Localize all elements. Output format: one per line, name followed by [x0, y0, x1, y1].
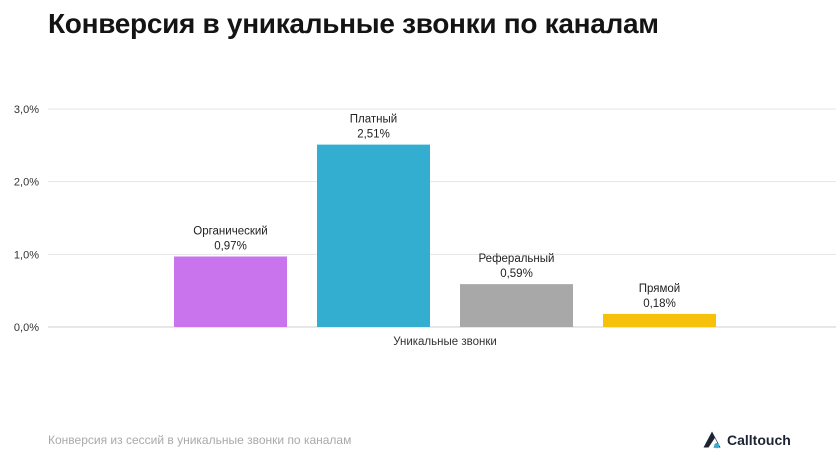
- bar-category-label: Прямой: [639, 283, 681, 295]
- brand-logo[interactable]: Calltouch: [703, 431, 791, 449]
- bar-category-label: Реферальный: [479, 253, 555, 265]
- chart-title: Конверсия в уникальные звонки по каналам: [48, 8, 659, 39]
- bar: [460, 284, 573, 327]
- bar-value-label: 2,51%: [357, 129, 390, 141]
- bar: [317, 144, 430, 327]
- bar: [174, 256, 287, 327]
- brand-name: Calltouch: [727, 432, 791, 448]
- x-axis-label: Уникальные звонки: [393, 336, 497, 348]
- bar-value-label: 0,97%: [214, 241, 247, 253]
- bar-chart: 0,0% 1,0% 2,0% 3,0% Органический 0,97% Платный…: [14, 104, 836, 348]
- bar-value-label: 0,18%: [643, 298, 676, 310]
- bar-category-label: Органический: [193, 226, 267, 238]
- y-tick-label: 0,0%: [14, 322, 39, 334]
- chart-caption: Конверсия из сессий в уникальные звонки …: [48, 433, 352, 447]
- bar-value-label: 0,59%: [500, 268, 533, 280]
- bar: [603, 313, 716, 327]
- bar-category-label: Платный: [350, 114, 397, 126]
- y-tick-label: 3,0%: [14, 104, 39, 116]
- y-tick-label: 2,0%: [14, 177, 39, 189]
- calltouch-logo-icon: [703, 431, 721, 449]
- y-tick-label: 1,0%: [14, 249, 39, 261]
